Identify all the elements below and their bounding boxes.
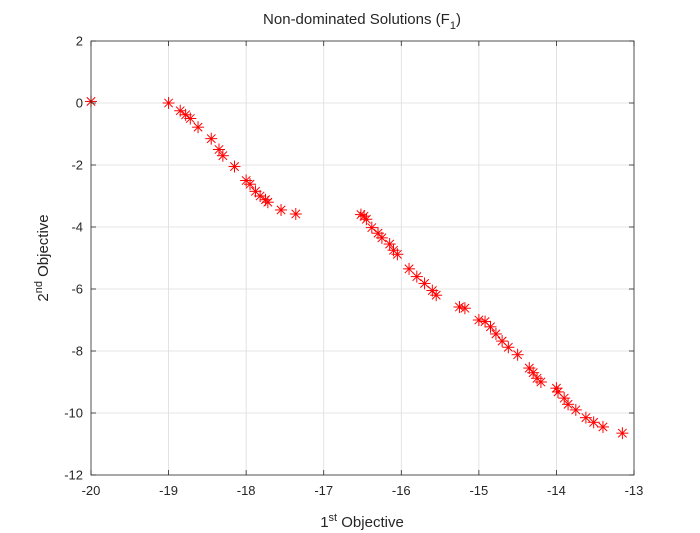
data-point: [205, 132, 218, 145]
data-point: [244, 178, 257, 191]
x-tick-label: -13: [625, 483, 644, 498]
x-axis-label-superscript: st: [329, 512, 338, 524]
data-point: [558, 392, 571, 405]
data-point: [162, 97, 175, 109]
data-point: [228, 160, 241, 173]
y-tick-label: -12: [64, 468, 83, 483]
x-tick-label: -20: [82, 483, 101, 498]
y-tick-label: 0: [76, 96, 83, 111]
y-tick-label: -2: [71, 158, 83, 173]
data-point: [192, 121, 205, 134]
chart-title-main: Non-dominated Solutions (F: [263, 11, 450, 28]
data-point: [569, 403, 582, 416]
y-tick-label: -10: [64, 406, 83, 421]
plot-area-background: [91, 41, 634, 475]
x-tick-label: -17: [314, 483, 333, 498]
chart-title-close: ): [456, 11, 461, 28]
data-point: [383, 238, 396, 251]
data-point: [430, 289, 443, 302]
data-point: [479, 315, 492, 328]
y-tick-label: -6: [71, 282, 83, 297]
data-point: [375, 231, 388, 244]
data-point: [562, 398, 575, 411]
data-point: [212, 143, 225, 156]
data-point: [523, 362, 536, 375]
data-point: [360, 213, 373, 226]
x-axis-label-text: Objective: [337, 514, 404, 531]
x-axis-label: 1st Objective: [320, 512, 404, 531]
y-tick-label: -4: [71, 220, 83, 235]
data-point: [391, 248, 404, 261]
chart-title: Non-dominated Solutions (F1): [263, 11, 461, 32]
chart-title-subscript: 1: [450, 20, 456, 32]
data-point: [579, 411, 592, 424]
data-point: [418, 277, 431, 290]
data-point: [511, 348, 524, 361]
grid-lines: [91, 41, 634, 475]
y-axis-label: 2nd Objective: [33, 214, 52, 301]
y-axis-label-number: 2: [35, 293, 52, 301]
y-axis-label-text: Objective: [35, 214, 52, 281]
data-point: [184, 112, 197, 125]
data-point: [410, 270, 423, 283]
y-axis-ticks: -12 -10 -8 -6 -4 -2 0 2: [64, 34, 634, 483]
y-axis-label-superscript: nd: [33, 281, 45, 293]
data-point: [587, 416, 600, 429]
data-point: [484, 320, 497, 333]
data-point: [534, 376, 547, 388]
x-tick-label: -15: [469, 483, 488, 498]
data-point: [596, 420, 609, 433]
data-point: [372, 227, 385, 240]
data-point: [179, 108, 192, 121]
x-tick-label: -18: [237, 483, 256, 498]
y-tick-label: 2: [76, 34, 83, 49]
data-point: [275, 203, 288, 216]
x-tick-label: -16: [392, 483, 411, 498]
x-axis-ticks: -20 -19 -18 -17 -16 -15 -14 -13: [82, 41, 644, 498]
data-point: [502, 341, 515, 354]
y-tick-label: -8: [71, 344, 83, 359]
data-point: [489, 327, 502, 340]
data-point: [458, 302, 471, 315]
x-tick-label: -19: [159, 483, 178, 498]
data-point: [254, 190, 267, 202]
data-point: [289, 207, 302, 220]
data-point: [403, 262, 416, 275]
x-axis-label-number: 1: [320, 514, 328, 531]
data-point: [216, 149, 229, 162]
x-tick-label: -14: [547, 483, 566, 498]
plot-area-frame: [90, 40, 635, 476]
data-point: [616, 427, 629, 440]
data-point: [261, 196, 274, 209]
